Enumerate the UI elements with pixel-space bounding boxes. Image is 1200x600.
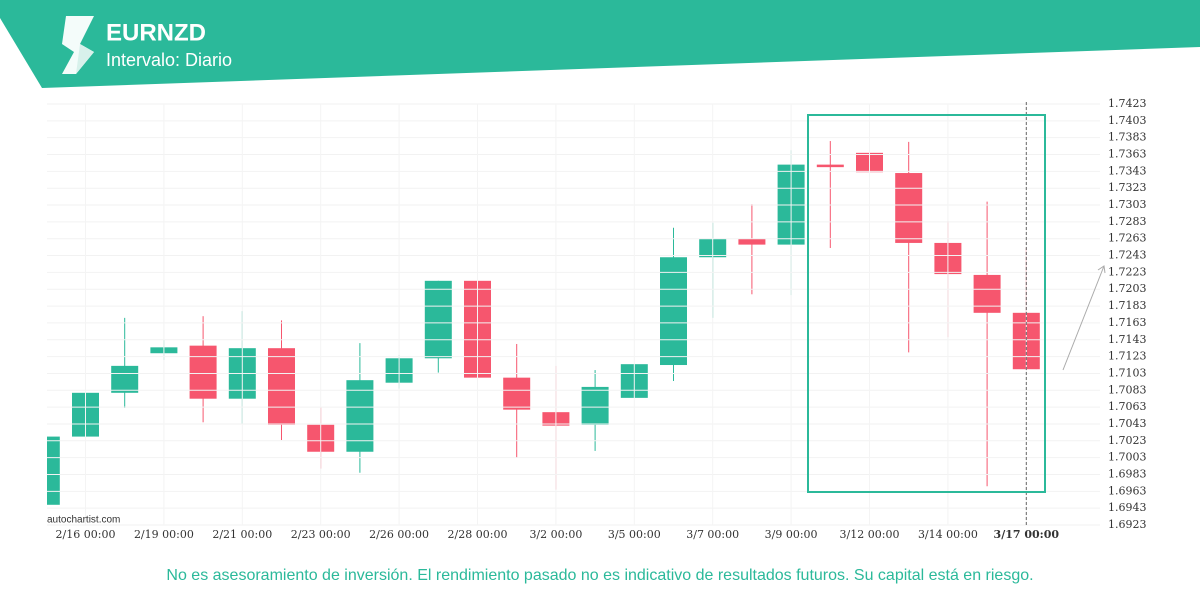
candle-body <box>424 280 452 359</box>
x-tick-label: 3/7 00:00 <box>686 528 739 541</box>
x-tick-label: 2/19 00:00 <box>134 528 194 541</box>
candle-body <box>816 164 844 168</box>
candle-body <box>47 436 60 505</box>
y-tick-label: 1.7343 <box>1108 164 1147 177</box>
x-tick-label: 3/2 00:00 <box>529 528 582 541</box>
y-tick-label: 1.6983 <box>1108 467 1147 480</box>
x-tick-label: 2/26 00:00 <box>369 528 429 541</box>
y-tick-label: 1.7083 <box>1108 383 1147 396</box>
x-tick-label: 3/5 00:00 <box>608 528 661 541</box>
plot: 1.6923 1.6943 1.6963 1.6983 1.7003 1.7023 1.70… <box>47 97 1147 541</box>
y-tick-label: 1.7103 <box>1108 366 1147 379</box>
y-tick-label: 1.6923 <box>1108 518 1147 531</box>
chart-subtitle: Intervalo: Diario <box>106 50 232 70</box>
watermark: autochartist.com <box>47 515 120 526</box>
candle-body <box>973 274 1001 313</box>
y-tick-label: 1.7203 <box>1108 282 1147 295</box>
y-tick-label: 1.7143 <box>1108 333 1147 346</box>
y-tick-label: 1.7003 <box>1108 451 1147 464</box>
y-tick-label: 1.7183 <box>1108 299 1147 312</box>
y-tick-label: 1.7303 <box>1108 198 1147 211</box>
x-tick-label: 2/16 00:00 <box>56 528 116 541</box>
x-tick-label: 2/21 00:00 <box>212 528 272 541</box>
candle-body <box>660 257 687 366</box>
y-tick-label: 1.7383 <box>1108 131 1147 144</box>
candle-body <box>111 365 139 393</box>
pattern-box <box>807 114 1046 493</box>
y-tick-label: 1.7363 <box>1108 148 1147 161</box>
y-tick-label: 1.7403 <box>1108 114 1147 127</box>
candle-body <box>503 377 531 410</box>
x-tick-label: 2/23 00:00 <box>291 528 351 541</box>
disclaimer: No es asesoramiento de inversión. El ren… <box>166 567 1033 584</box>
y-tick-label: 1.7423 <box>1108 97 1147 110</box>
chart-title: EURNZD <box>106 19 206 46</box>
forecast-arrow <box>1062 265 1105 371</box>
candle-body <box>895 173 923 243</box>
y-tick-label: 1.7123 <box>1108 350 1147 363</box>
y-tick-label: 1.7283 <box>1108 215 1147 228</box>
x-tick-label: 2/28 00:00 <box>448 528 508 541</box>
candle-body <box>581 386 609 425</box>
logo <box>62 16 94 74</box>
arrow-head <box>1097 265 1106 274</box>
y-tick-label: 1.7243 <box>1108 249 1147 262</box>
y-tick-label: 1.7063 <box>1108 400 1147 413</box>
y-tick-label: 1.6943 <box>1108 501 1147 514</box>
x-tick-label: 3/9 00:00 <box>765 528 818 541</box>
y-tick-label: 1.6963 <box>1108 484 1147 497</box>
y-tick-label: 1.7043 <box>1108 417 1147 430</box>
x-tick-label: 3/14 00:00 <box>918 528 978 541</box>
header-band <box>0 0 1200 88</box>
y-tick-label: 1.7323 <box>1108 181 1147 194</box>
y-tick-label: 1.7223 <box>1108 265 1147 278</box>
candle-body <box>346 380 374 452</box>
y-tick-label: 1.7023 <box>1108 434 1147 447</box>
candles <box>47 121 1040 505</box>
x-tick-label: 3/12 00:00 <box>840 528 900 541</box>
x-tick-label: 3/17 00:00 <box>994 528 1060 541</box>
y-tick-label: 1.7163 <box>1108 316 1147 329</box>
candle-body <box>268 348 295 425</box>
y-tick-label: 1.7263 <box>1108 232 1147 245</box>
candle-body <box>738 238 766 245</box>
